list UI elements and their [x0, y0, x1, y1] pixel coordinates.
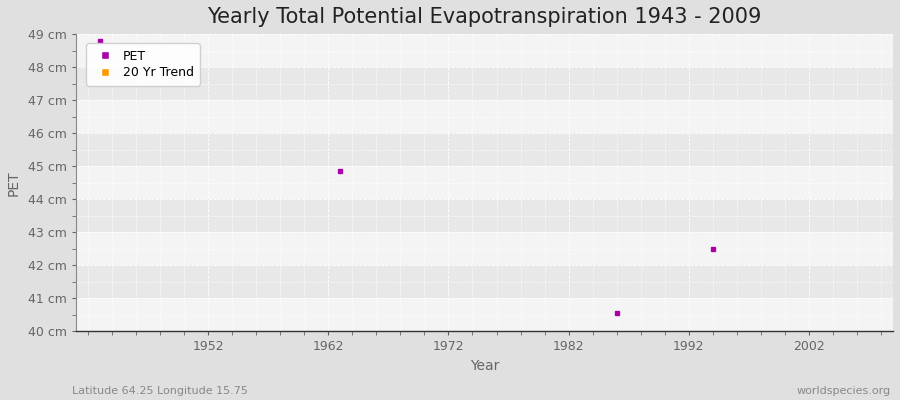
Bar — [76, 265, 893, 298]
Bar — [76, 166, 893, 199]
Legend: PET, 20 Yr Trend: PET, 20 Yr Trend — [86, 43, 200, 86]
Bar — [76, 232, 893, 265]
Bar — [76, 199, 893, 232]
Text: Latitude 64.25 Longitude 15.75: Latitude 64.25 Longitude 15.75 — [72, 386, 248, 396]
Bar — [76, 298, 893, 332]
Text: worldspecies.org: worldspecies.org — [796, 386, 891, 396]
Bar — [76, 133, 893, 166]
Bar — [76, 100, 893, 133]
Bar — [76, 34, 893, 67]
X-axis label: Year: Year — [470, 359, 500, 373]
Bar — [76, 67, 893, 100]
Y-axis label: PET: PET — [7, 170, 21, 196]
Title: Yearly Total Potential Evapotranspiration 1943 - 2009: Yearly Total Potential Evapotranspiratio… — [207, 7, 761, 27]
